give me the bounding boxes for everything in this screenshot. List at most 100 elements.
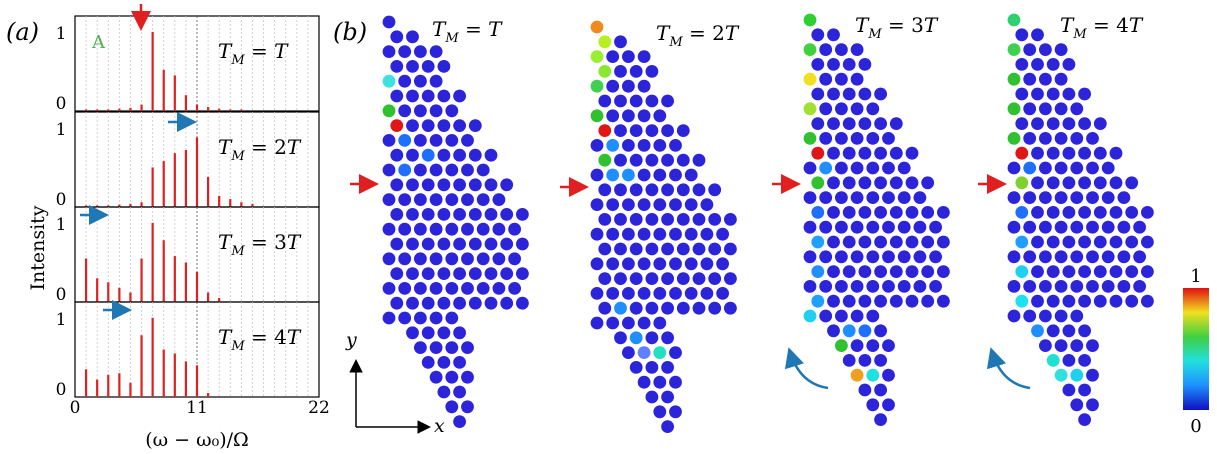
lattice-site: [835, 102, 848, 116]
lattice-site: [629, 183, 643, 197]
lattice-site: [614, 65, 627, 78]
lattice-site: [590, 168, 604, 182]
lattice-site: [1054, 339, 1068, 352]
lattice-site: [606, 168, 620, 182]
lattice-site: [937, 206, 950, 219]
lattice-site: [414, 74, 427, 88]
lattice-site: [669, 287, 682, 300]
lattice-site: [827, 294, 840, 308]
lattice-site: [414, 282, 427, 295]
lattice-site: [629, 361, 643, 374]
lattice-site: [866, 339, 880, 352]
lattice-site: [1007, 102, 1021, 116]
lattice-site: [897, 280, 911, 293]
lattice-site: [1093, 235, 1107, 249]
lattice-site: [1046, 294, 1060, 308]
lattice-site: [645, 65, 659, 78]
lattice-site: [858, 117, 872, 130]
subplot-title: TM = 2T: [218, 135, 302, 164]
lattice-site: [1078, 146, 1091, 160]
lattice-site: [874, 117, 887, 130]
lattice-site: [1086, 250, 1099, 264]
lattice-site: [645, 183, 659, 197]
x-axis-label: (ω − ω₀)/Ω: [145, 429, 249, 451]
lattice-site: [1109, 146, 1123, 160]
lattice-site: [429, 370, 443, 384]
lattice-site: [874, 87, 887, 101]
lattice-site: [827, 265, 840, 278]
lattice-site: [842, 354, 856, 367]
lattice-site: [842, 58, 856, 71]
lattice-site: [390, 208, 404, 221]
y-tick-1: 1: [56, 310, 67, 330]
lattice-site: [661, 213, 674, 226]
lattice-site: [468, 267, 482, 280]
lattice-site: [453, 208, 466, 221]
lattice-site: [484, 296, 498, 310]
lattice-site: [866, 191, 880, 205]
lattice-site: [406, 178, 419, 192]
lattice-site: [1062, 265, 1076, 278]
lattice-site: [913, 280, 927, 293]
lattice-site: [882, 220, 895, 234]
lattice-site: [622, 257, 635, 271]
lattice-site: [1086, 280, 1099, 293]
lattice-3: [803, 13, 950, 426]
lattice-site: [1070, 220, 1084, 234]
lattice-site: [835, 161, 848, 175]
lattice-site: [1054, 368, 1068, 382]
lattice-site: [445, 311, 459, 325]
lattice-site: [598, 213, 612, 226]
lattice-site: [692, 242, 706, 256]
lattice-site: [1062, 294, 1076, 308]
lattice-site: [819, 191, 833, 205]
colorbar-min-label: 0: [1190, 416, 1201, 437]
lattice-site: [850, 220, 864, 234]
lattice-site: [629, 94, 643, 108]
lattice-site: [866, 102, 880, 116]
lattice-site: [889, 146, 903, 160]
colorbar: [1183, 288, 1209, 410]
lattice-site: [835, 191, 848, 205]
lattice-site: [669, 375, 682, 389]
lattice-site: [414, 341, 427, 354]
lattice-site: [874, 324, 887, 338]
lattice-site: [1070, 161, 1084, 175]
lattice-site: [803, 72, 817, 86]
lattice-site: [382, 252, 396, 266]
lattice-site: [850, 43, 864, 56]
lattice-site: [406, 326, 419, 340]
lattice-site: [508, 282, 521, 295]
lattice-site: [622, 316, 635, 330]
lattice-site: [606, 316, 620, 330]
lattice-site: [1086, 220, 1099, 234]
lattice-site: [476, 222, 490, 236]
lattice-site: [716, 257, 729, 271]
lattice-site: [429, 74, 443, 88]
lattice-site: [484, 267, 498, 280]
lattice-site: [414, 252, 427, 266]
lattice-site: [500, 208, 514, 221]
lattice-site: [724, 242, 737, 256]
lattice-site: [622, 139, 635, 152]
lattice-site: [453, 178, 466, 192]
lattice-site: [382, 74, 396, 88]
lattice-site: [1133, 250, 1146, 264]
lattice-site: [1062, 206, 1076, 219]
lattice-site: [590, 198, 604, 212]
lattice-site: [629, 65, 643, 78]
lattice-site: [842, 265, 856, 278]
lattice-site: [590, 316, 604, 330]
lattice-site: [1070, 250, 1084, 264]
lattice-site: [516, 267, 529, 280]
lattice-site: [889, 235, 903, 249]
lattice-site: [429, 45, 443, 58]
lattice-site: [692, 213, 706, 226]
lattice-site: [398, 311, 412, 325]
lattice-site: [645, 242, 659, 256]
lattice-site: [803, 43, 817, 56]
curved-arrow-3: [784, 347, 829, 390]
lattice-site: [629, 331, 643, 345]
bar-subplot-4: 1 0 TM = 4T: [56, 301, 320, 400]
lattice-site: [590, 139, 604, 152]
